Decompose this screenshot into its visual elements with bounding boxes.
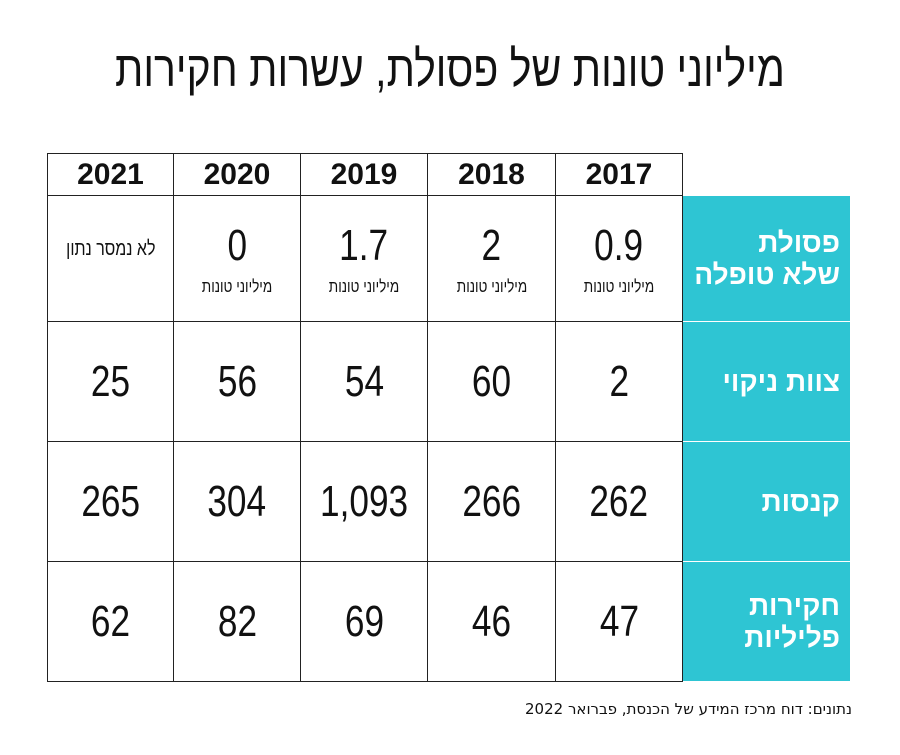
cell-value: 56 — [217, 356, 257, 406]
source-note: נתונים: דוח מרכז המידע של הכנסת, פברואר … — [525, 700, 852, 718]
cell-value: 2 — [481, 220, 502, 270]
cell-value: 265 — [81, 476, 140, 526]
table-cell: 262 — [556, 442, 683, 562]
table-cell: 1,093 — [301, 442, 428, 562]
cell-value: 0.9 — [594, 220, 644, 270]
data-table: 2021 2020 2019 2018 2017 לא נמסר נתון 0 מיליוני… — [47, 153, 850, 682]
row-label: פסולת שלא טופלה — [683, 196, 850, 322]
year-label: 2021 — [77, 157, 144, 191]
year-label: 2020 — [203, 157, 271, 191]
unit-label: מיליוני טונות — [583, 276, 655, 296]
cell-value: 82 — [217, 596, 257, 646]
table-cell: 1.7 מיליוני טונות — [301, 196, 428, 322]
cell-value: 54 — [344, 356, 384, 406]
value-not-reported: לא נמסר נתון — [65, 237, 156, 260]
table-cell: 56 — [174, 322, 301, 442]
year-header: 2018 — [428, 153, 556, 196]
row-label: חקירות פליליות — [683, 562, 850, 682]
table-cell: 62 — [47, 562, 174, 682]
cell-value: 304 — [207, 476, 267, 526]
row-label-text: שלא טופלה — [694, 258, 840, 290]
table-cell: 47 — [556, 562, 683, 682]
table-cell: 0.9 מיליוני טונות — [556, 196, 683, 322]
year-header: 2021 — [47, 153, 174, 196]
cell-value: 2 — [609, 356, 629, 406]
cell-value: 47 — [599, 596, 639, 646]
cell-value: 69 — [344, 596, 384, 646]
cell-value: 0 — [227, 220, 247, 270]
year-header: 2017 — [556, 153, 683, 196]
table-cell: 25 — [47, 322, 174, 442]
cell-value: 1,093 — [319, 476, 409, 526]
cell-value: 62 — [90, 596, 131, 646]
cell-value: 266 — [462, 476, 521, 526]
row-label-text: קנסות — [761, 485, 840, 517]
row-label: צוות ניקוי — [683, 322, 850, 442]
row-label-text: פליליות — [744, 621, 840, 653]
year-label: 2017 — [585, 157, 653, 191]
year-label: 2018 — [458, 157, 525, 191]
table-cell: 60 — [428, 322, 556, 442]
cell-value: 262 — [589, 476, 649, 526]
unit-label: מיליוני טונות — [456, 276, 527, 296]
year-label: 2019 — [330, 157, 398, 191]
table-cell: 265 — [47, 442, 174, 562]
row-label: קנסות — [683, 442, 850, 562]
table-cell: 2 מיליוני טונות — [428, 196, 556, 322]
table-cell: 304 — [174, 442, 301, 562]
table-cell: 266 — [428, 442, 556, 562]
unit-label: מיליוני טונות — [328, 276, 400, 296]
table-cell: 0 מיליוני טונות — [174, 196, 301, 322]
year-header: 2020 — [174, 153, 301, 196]
cell-value: 60 — [471, 356, 512, 406]
empty-corner — [683, 153, 850, 196]
cell-value: 46 — [471, 596, 512, 646]
table-cell: 54 — [301, 322, 428, 442]
page-title: מיליוני טונות של פסולת, עשרות חקירות — [115, 41, 785, 97]
table-cell: 46 — [428, 562, 556, 682]
row-label-text: צוות ניקוי — [722, 365, 840, 397]
cell-value: 1.7 — [339, 220, 389, 270]
row-label-text: חקירות — [748, 589, 840, 621]
table-cell: 2 — [556, 322, 683, 442]
cell-value: 25 — [90, 356, 131, 406]
row-label-text: פסולת — [758, 226, 840, 258]
year-header: 2019 — [301, 153, 428, 196]
unit-label: מיליוני טונות — [201, 276, 273, 296]
table-cell: לא נמסר נתון — [47, 196, 174, 322]
table-cell: 82 — [174, 562, 301, 682]
table-cell: 69 — [301, 562, 428, 682]
